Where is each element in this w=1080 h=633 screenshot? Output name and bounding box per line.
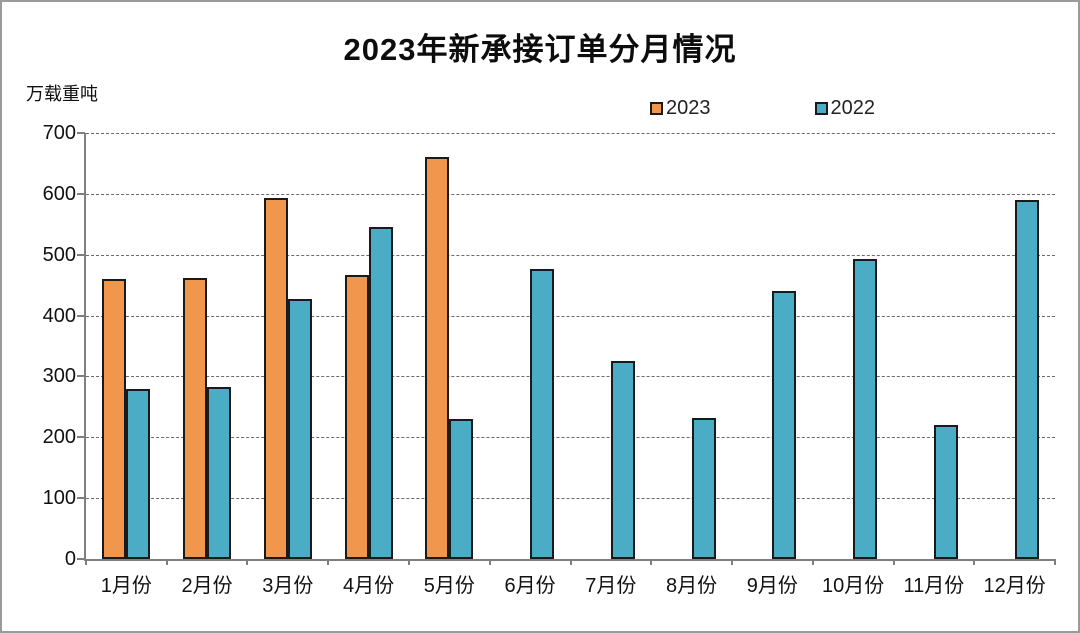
y-axis-tick [77, 253, 85, 256]
plot-area: 0 100 200 300 400 500 600 700 1月份 2月份 3月份 4月份 5月份 6月份… [43, 122, 1056, 597]
legend-swatch-2023 [650, 102, 663, 115]
bar-2023-3月份 [263, 198, 288, 559]
x-axis-tick [1054, 559, 1056, 565]
x-axis-tick [650, 559, 653, 565]
bar-2022-11月份 [933, 425, 958, 559]
bar-2022-3月份 [287, 298, 312, 559]
y-axis-label-200: 200 [42, 426, 76, 449]
x-axis-tick [165, 559, 168, 565]
gridline-700 [86, 133, 1055, 134]
x-axis-label-12月份: 12月份 [983, 575, 1046, 597]
x-axis-tick [327, 559, 330, 565]
category-group-3 [247, 133, 328, 559]
x-axis-tick [407, 559, 410, 565]
y-axis-label-500: 500 [42, 243, 76, 266]
category-group-1 [86, 133, 167, 559]
bar-2022-8月份 [691, 417, 716, 559]
bar-2022-4月份 [368, 226, 393, 559]
x-axis-label-5月份: 5月份 [423, 575, 475, 597]
y-axis-label-0: 0 [64, 548, 76, 570]
x-axis-label-3月份: 3月份 [262, 575, 314, 597]
category-group-11 [894, 133, 975, 559]
x-axis-tick [973, 559, 976, 565]
gridline-500 [86, 254, 1055, 256]
gridline-100 [86, 498, 1055, 500]
x-axis-label-7月份: 7月份 [585, 575, 637, 597]
chart-title: 2023年新承接订单分月情况 [343, 32, 737, 67]
bar-2023-4月份 [344, 274, 369, 559]
bar-2023-1月份 [102, 279, 127, 559]
bar-2022-7月份 [610, 361, 635, 559]
legend-item-2022: 2022 [814, 97, 876, 120]
gridline-600 [86, 193, 1055, 195]
category-group-6 [490, 133, 571, 559]
bar-2022-12月份 [1014, 199, 1039, 559]
y-axis-label-700: 700 [42, 122, 76, 144]
legend-label: 2022 [830, 97, 876, 119]
y-axis-tick [77, 375, 85, 378]
legend-swatch-2022 [814, 102, 828, 115]
y-axis-tick [77, 192, 85, 195]
y-axis-label-600: 600 [42, 182, 76, 205]
y-axis-tick [77, 314, 85, 317]
y-axis-tick [77, 436, 85, 439]
category-group-10 [813, 133, 894, 559]
bar-2022-5月份 [449, 419, 474, 559]
bar-2023-5月份 [425, 157, 450, 559]
bar-2022-10月份 [853, 258, 878, 559]
y-axis-unit-label: 万载重吨 [26, 84, 98, 104]
x-axis-tick [892, 559, 895, 565]
x-axis-tick [569, 559, 572, 565]
category-group-4 [328, 133, 409, 559]
x-axis-tick [730, 559, 733, 565]
gridline-200 [86, 437, 1055, 439]
y-axis-tick [77, 558, 85, 560]
legend-label: 2023 [666, 97, 711, 119]
legend-item-2023: 2023 [650, 97, 711, 120]
category-group-5 [409, 133, 490, 559]
x-axis-label-9月份: 9月份 [746, 575, 798, 597]
category-group-9 [732, 133, 813, 559]
x-axis-label-2月份: 2月份 [181, 575, 233, 597]
x-axis-tick [85, 559, 87, 565]
bar-2022-1月份 [126, 388, 151, 559]
category-group-12 [974, 133, 1055, 559]
x-axis-label-4月份: 4月份 [343, 575, 395, 597]
x-axis-tick [246, 559, 249, 565]
x-axis-tick [488, 559, 491, 565]
bar-2022-2月份 [207, 386, 232, 559]
y-axis-tick [77, 132, 85, 134]
x-axis-tick [811, 559, 814, 565]
x-axis-label-11月份: 11月份 [903, 575, 965, 597]
bar-2023-2月份 [183, 277, 208, 559]
bar-2022-9月份 [772, 291, 797, 559]
legend: 2023 2022 [650, 97, 875, 120]
category-group-2 [167, 133, 248, 559]
y-axis-tick [77, 497, 85, 500]
y-axis-label-100: 100 [42, 487, 76, 510]
x-axis-label-1月份: 1月份 [100, 575, 152, 597]
x-axis-label-6月份: 6月份 [504, 575, 556, 597]
gridline-400 [86, 315, 1055, 317]
y-axis-label-300: 300 [42, 365, 76, 388]
x-axis-label-10月份: 10月份 [821, 575, 885, 597]
gridline-300 [86, 376, 1055, 378]
bar-2022-6月份 [530, 269, 555, 559]
category-group-8 [651, 133, 732, 559]
category-group-7 [571, 133, 652, 559]
y-axis-label-400: 400 [42, 304, 76, 327]
x-axis-label-8月份: 8月份 [666, 575, 718, 597]
